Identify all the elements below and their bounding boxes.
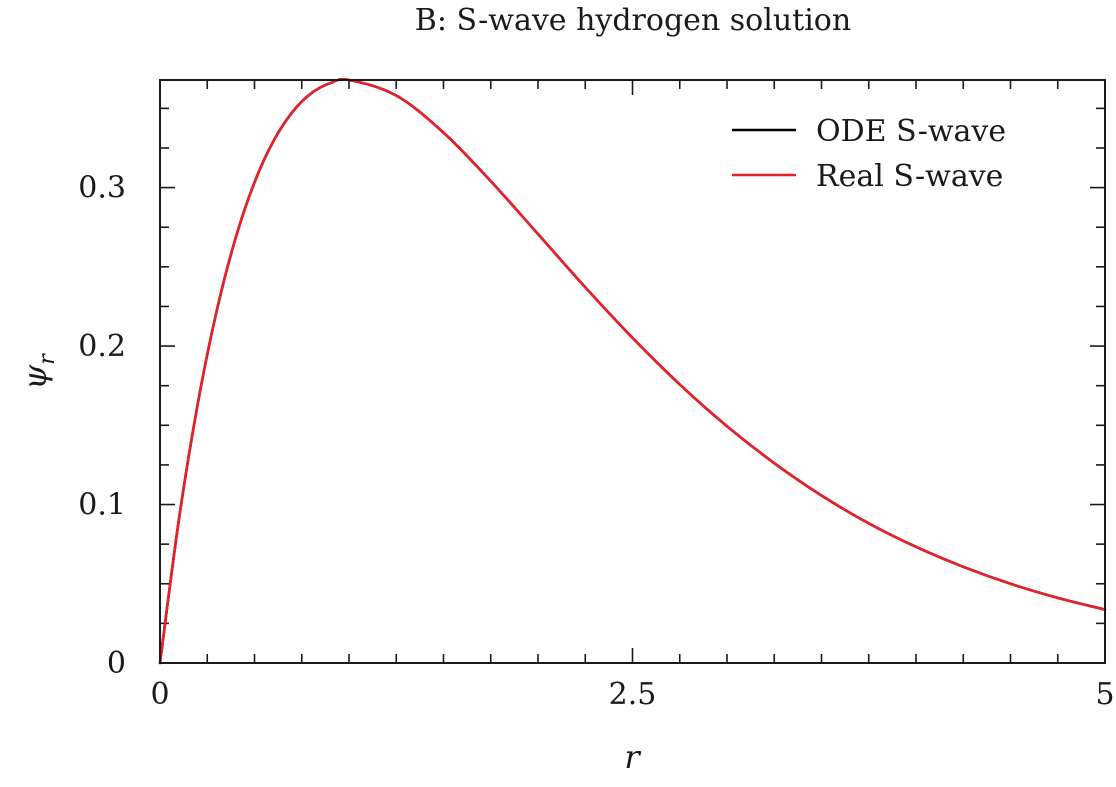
x-axis-tick-labels: 0 2.5 5	[150, 677, 1114, 712]
y-tick-label: 0	[107, 646, 126, 681]
y-axis-label-subscript: r	[35, 353, 60, 365]
y-tick-label: 0.2	[78, 329, 126, 364]
plot-frame	[159, 79, 1106, 664]
x-tick-label: 2.5	[609, 677, 657, 712]
y-tick-label: 0.3	[78, 171, 126, 206]
y-tick-label: 0.1	[78, 488, 126, 523]
series-line-real-s-wave	[158, 78, 1107, 665]
y-axis-tick-labels: 0 0.1 0.2 0.3	[78, 171, 126, 681]
chart-title: B: S-wave hydrogen solution	[415, 3, 851, 38]
x-axis-label: r	[624, 738, 641, 776]
y-axis-label-symbol: ψ	[16, 364, 54, 390]
series-group	[158, 78, 1107, 665]
legend-label: Real S-wave	[816, 159, 1003, 194]
x-tick-label: 0	[150, 677, 169, 712]
legend-label: ODE S-wave	[816, 114, 1006, 149]
x-tick-label: 5	[1095, 677, 1114, 712]
y-axis-label: ψr	[16, 353, 60, 390]
y-axis-ticks	[160, 107, 1105, 664]
legend: ODE S-wave Real S-wave	[732, 114, 1006, 194]
